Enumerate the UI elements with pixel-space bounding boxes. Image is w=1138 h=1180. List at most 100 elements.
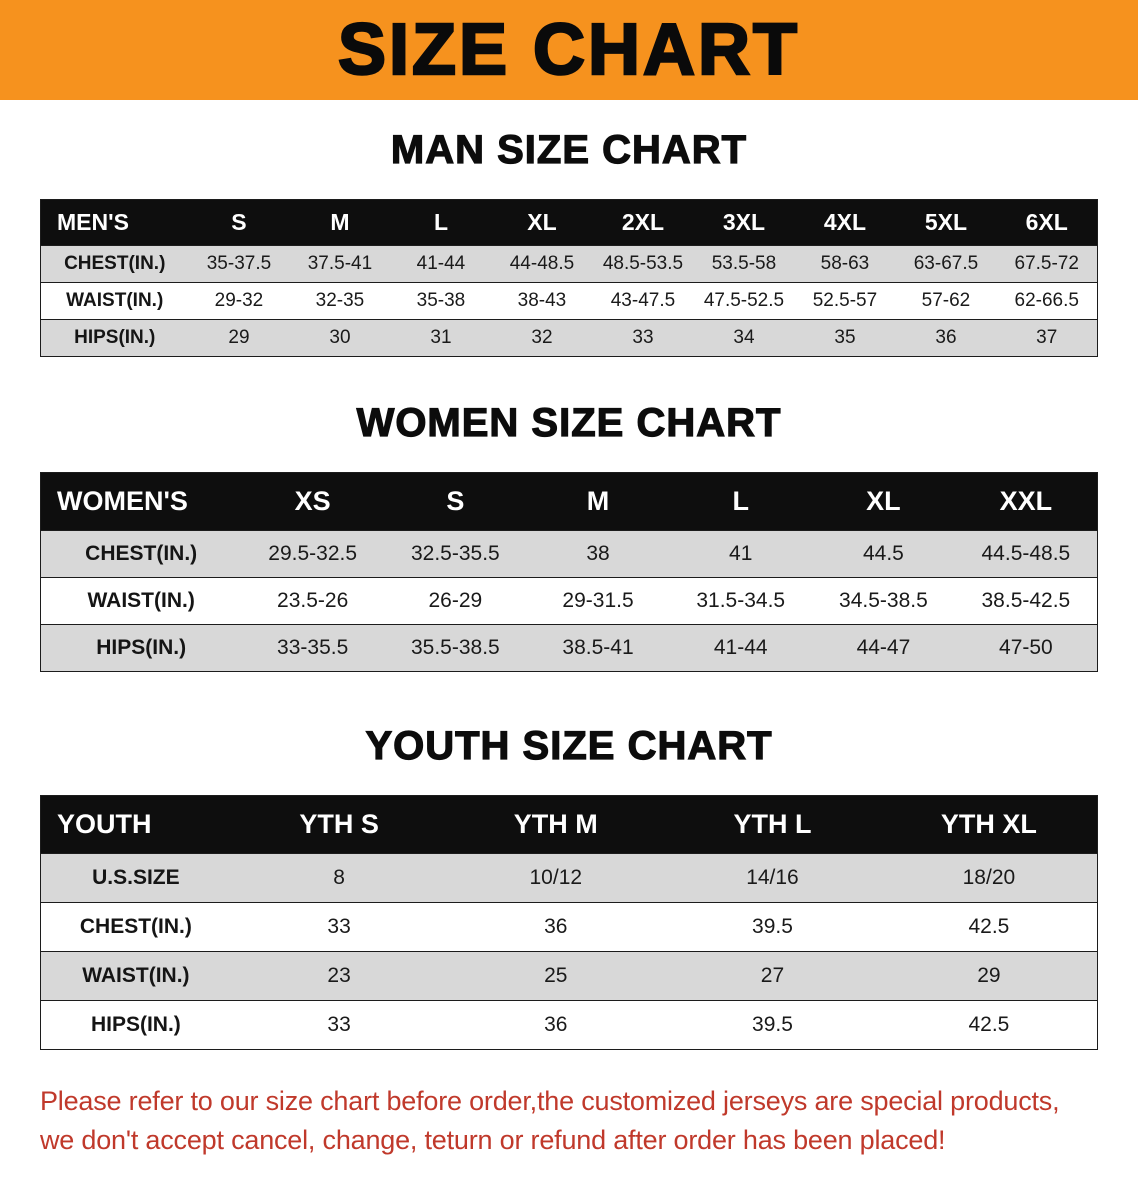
women-size-header-cell: M bbox=[526, 472, 670, 531]
size-value-cell: 48.5-53.5 bbox=[602, 253, 684, 274]
size-value-cell: 37 bbox=[1036, 327, 1058, 348]
size-value-cell: 38-43 bbox=[517, 290, 567, 311]
youth-measurement-row: HIPS(IN.) 33 36 39.5 42.5 bbox=[40, 1000, 1098, 1050]
size-value-cell: 44.5-48.5 bbox=[981, 542, 1071, 565]
men-header-row: MEN'S S M L XL 2XL 3XL 4XL 5XL 6XL bbox=[40, 199, 1098, 246]
size-value-cell: 8 bbox=[333, 866, 345, 889]
size-value-cell: 25 bbox=[544, 964, 568, 987]
size-value-cell: 29 bbox=[977, 964, 1001, 987]
size-value-cell: 29 bbox=[228, 327, 250, 348]
size-value-cell: 53.5-58 bbox=[711, 253, 777, 274]
size-value-cell: 62-66.5 bbox=[1014, 290, 1079, 311]
size-value-cell: 32 bbox=[531, 327, 553, 348]
youth-measurement-row: CHEST(IN.) 33 36 39.5 42.5 bbox=[40, 902, 1098, 952]
women-size-section: WOMEN SIZE CHART WOMEN'S XS S M L XL XXL CHEST(I… bbox=[0, 400, 1138, 672]
size-value-cell: 42.5 bbox=[968, 915, 1010, 938]
row-label: HIPS(IN.) bbox=[96, 636, 187, 659]
size-value-cell: 33 bbox=[327, 1013, 351, 1036]
size-value-cell: 35 bbox=[834, 327, 856, 348]
men-measurement-row: WAIST(IN.) 29-32 32-35 35-38 38-43 43-47.5 47.… bbox=[40, 282, 1098, 320]
row-label: WAIST(IN.) bbox=[66, 290, 164, 311]
women-table-title-cell: WOMEN'S bbox=[40, 472, 242, 531]
size-value-cell: 47.5-52.5 bbox=[703, 290, 785, 311]
row-label: CHEST(IN.) bbox=[85, 542, 198, 565]
size-value-cell: 36 bbox=[544, 915, 568, 938]
men-table-title-cell: MEN'S bbox=[40, 199, 189, 246]
size-value-cell: 37.5-41 bbox=[307, 253, 373, 274]
size-value-cell: 29.5-32.5 bbox=[268, 542, 358, 565]
size-value-cell: 67.5-72 bbox=[1014, 253, 1079, 274]
size-value-cell: 38 bbox=[586, 542, 610, 565]
youth-size-table: YOUTH YTH S YTH M YTH L YTH XL U.S.SIZE 8 10/12… bbox=[40, 795, 1098, 1050]
size-value-cell: 42.5 bbox=[968, 1013, 1010, 1036]
men-size-header-cell: L bbox=[390, 199, 492, 246]
women-size-table: WOMEN'S XS S M L XL XXL CHEST(IN.) 29.5-32.5 32.5… bbox=[40, 472, 1098, 672]
size-value-cell: 30 bbox=[329, 327, 351, 348]
size-value-cell: 33 bbox=[327, 915, 351, 938]
women-measurement-row: WAIST(IN.) 23.5-26 26-29 29-31.5 31.5-34.5 34… bbox=[40, 577, 1098, 625]
size-value-cell: 63-67.5 bbox=[913, 253, 979, 274]
size-value-cell: 35-37.5 bbox=[206, 253, 272, 274]
youth-section-heading: YOUTH SIZE CHART bbox=[365, 723, 773, 768]
row-label: CHEST(IN.) bbox=[79, 915, 192, 938]
row-label: CHEST(IN.) bbox=[64, 253, 166, 274]
size-value-cell: 58-63 bbox=[820, 253, 870, 274]
men-measurement-row: HIPS(IN.) 29 30 31 32 33 34 35 36 37 bbox=[40, 319, 1098, 357]
women-measurement-row: HIPS(IN.) 33-35.5 35.5-38.5 38.5-41 41-44 44-… bbox=[40, 624, 1098, 672]
order-note: Please refer to our size chart before or… bbox=[40, 1082, 1098, 1160]
size-value-cell: 31.5-34.5 bbox=[696, 589, 786, 612]
youth-measurement-row: WAIST(IN.) 23 25 27 29 bbox=[40, 951, 1098, 1001]
row-label: HIPS(IN.) bbox=[90, 1013, 181, 1036]
size-value-cell: 57-62 bbox=[921, 290, 971, 311]
women-section-heading: WOMEN SIZE CHART bbox=[356, 400, 782, 445]
size-value-cell: 44-47 bbox=[856, 636, 911, 659]
size-value-cell: 32-35 bbox=[315, 290, 365, 311]
youth-size-header-cell: YTH XL bbox=[880, 795, 1098, 854]
men-size-section: MAN SIZE CHART MEN'S S M L XL 2XL 3XL 4XL 5XL 6XL C… bbox=[0, 127, 1138, 357]
sections: MAN SIZE CHART MEN'S S M L XL 2XL 3XL 4XL 5XL 6XL C… bbox=[0, 127, 1138, 1050]
note-line-2: we don't accept cancel, change, teturn o… bbox=[40, 1125, 946, 1156]
banner: SIZE CHART bbox=[0, 0, 1138, 100]
page-title: SIZE CHART bbox=[337, 9, 800, 92]
size-value-cell: 33 bbox=[632, 327, 654, 348]
size-value-cell: 38.5-41 bbox=[562, 636, 634, 659]
women-size-header-cell: L bbox=[669, 472, 813, 531]
size-value-cell: 41-44 bbox=[713, 636, 768, 659]
youth-header-row: YOUTH YTH S YTH M YTH L YTH XL bbox=[40, 795, 1098, 854]
size-value-cell: 14/16 bbox=[746, 866, 799, 889]
men-size-header-cell: XL bbox=[491, 199, 593, 246]
size-value-cell: 38.5-42.5 bbox=[981, 589, 1071, 612]
men-measurement-row: CHEST(IN.) 35-37.5 37.5-41 41-44 44-48.5 48.5… bbox=[40, 245, 1098, 283]
women-size-header-cell: S bbox=[384, 472, 527, 531]
size-value-cell: 41 bbox=[729, 542, 753, 565]
size-value-cell: 29-32 bbox=[214, 290, 264, 311]
men-section-heading: MAN SIZE CHART bbox=[390, 127, 748, 172]
size-value-cell: 31 bbox=[430, 327, 452, 348]
size-value-cell: 36 bbox=[935, 327, 957, 348]
men-size-header-cell: 3XL bbox=[693, 199, 795, 246]
size-value-cell: 29-31.5 bbox=[562, 589, 634, 612]
size-value-cell: 36 bbox=[544, 1013, 568, 1036]
size-value-cell: 41-44 bbox=[416, 253, 466, 274]
youth-size-header-cell: YTH L bbox=[664, 795, 881, 854]
size-value-cell: 23.5-26 bbox=[277, 589, 349, 612]
men-size-header-cell: 4XL bbox=[794, 199, 896, 246]
size-value-cell: 27 bbox=[760, 964, 785, 987]
row-label: U.S.SIZE bbox=[92, 866, 180, 889]
size-value-cell: 47-50 bbox=[999, 636, 1053, 659]
youth-size-header-cell: YTH M bbox=[447, 795, 665, 854]
size-value-cell: 10/12 bbox=[529, 866, 583, 889]
men-size-header-cell: 2XL bbox=[592, 199, 694, 246]
men-size-header-cell: S bbox=[188, 199, 290, 246]
size-value-cell: 44.5 bbox=[862, 542, 904, 565]
size-value-cell: 44-48.5 bbox=[509, 253, 575, 274]
women-header-row: WOMEN'S XS S M L XL XXL bbox=[40, 472, 1098, 531]
men-size-header-cell: 5XL bbox=[895, 199, 997, 246]
youth-size-header-cell: YTH S bbox=[230, 795, 448, 854]
women-size-header-cell: XS bbox=[241, 472, 385, 531]
youth-measurement-row: U.S.SIZE 8 10/12 14/16 18/20 bbox=[40, 853, 1098, 903]
size-value-cell: 34 bbox=[733, 327, 755, 348]
row-label: HIPS(IN.) bbox=[74, 327, 156, 348]
size-value-cell: 23 bbox=[327, 964, 351, 987]
